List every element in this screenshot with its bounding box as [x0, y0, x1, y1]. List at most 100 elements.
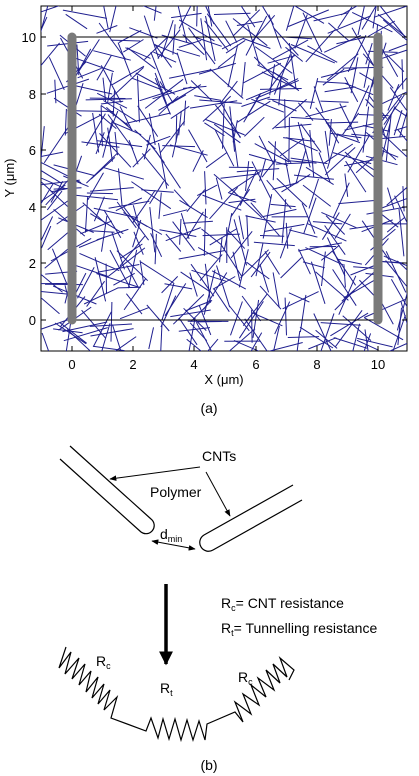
- nanotube: [236, 168, 280, 173]
- nanotube: [170, 105, 190, 120]
- nanotube: [362, 106, 370, 153]
- nanotube: [154, 43, 173, 68]
- nanotube: [300, 123, 322, 153]
- dmin-main: d: [160, 526, 168, 542]
- nanotube: [112, 90, 115, 117]
- nanotube: [119, 106, 133, 132]
- nanotube: [287, 9, 329, 28]
- nanotube: [334, 310, 363, 347]
- nanotube: [81, 309, 106, 339]
- nanotube: [305, 29, 336, 63]
- nanotube: [178, 110, 182, 136]
- nanotube: [41, 318, 70, 330]
- nanotube: [90, 187, 134, 192]
- nanotube: [379, 135, 406, 140]
- nanotube: [253, 241, 295, 247]
- nanotube: [344, 122, 377, 131]
- nanotube: [361, 6, 377, 30]
- legend-rt: Rt= Tunnelling resistance: [221, 620, 377, 638]
- nanotube: [41, 225, 52, 249]
- nanotube: [158, 192, 162, 219]
- nanotube: [357, 337, 393, 348]
- nanotube: [207, 338, 219, 351]
- x-tick-label: 0: [68, 357, 75, 372]
- nanotube: [165, 233, 182, 252]
- nanotube: [281, 173, 311, 193]
- nanotube: [267, 98, 315, 103]
- nanotube: [198, 62, 236, 75]
- polymer-label: Polymer: [150, 484, 202, 500]
- nanotube: [178, 250, 225, 260]
- nanotube: [129, 27, 158, 39]
- nanotube: [280, 257, 303, 279]
- nanotube: [275, 123, 312, 129]
- nanotube: [324, 225, 346, 255]
- nanotube: [356, 339, 379, 351]
- nanotube: [111, 121, 142, 136]
- nanotube: [324, 130, 331, 163]
- nanotube: [90, 328, 134, 337]
- nanotube: [95, 132, 105, 155]
- nanotube: [117, 42, 132, 77]
- nanotube: [111, 324, 122, 351]
- nanotube: [221, 245, 243, 277]
- nanotube: [41, 290, 70, 295]
- nanotube: [309, 77, 319, 109]
- nanotube: [41, 332, 50, 351]
- nanotube: [217, 53, 237, 68]
- nanotube: [245, 215, 276, 223]
- nanotube: [204, 122, 225, 137]
- nanotube: [310, 261, 326, 304]
- nanotube: [139, 260, 145, 286]
- x-tick-label: 10: [371, 357, 385, 372]
- nanotube: [190, 80, 213, 102]
- right-cnt: [199, 484, 303, 552]
- nanotube: [379, 49, 407, 60]
- nanotube: [281, 199, 287, 244]
- nanotube: [264, 223, 305, 232]
- nanotube: [326, 53, 359, 81]
- nanotube: [247, 24, 260, 66]
- rc-right-label: Rc: [238, 669, 253, 687]
- nanotube: [127, 47, 156, 70]
- nanotube: [338, 199, 381, 205]
- nanotube: [113, 272, 135, 286]
- nanotube: [223, 213, 233, 252]
- nanotube: [41, 216, 54, 242]
- nanotube: [225, 39, 246, 54]
- nanotube: [257, 64, 289, 81]
- nanotube: [238, 215, 245, 240]
- nanotube: [321, 212, 340, 240]
- nanotube: [351, 11, 393, 33]
- nanotube: [178, 6, 192, 29]
- nanotube: [204, 263, 212, 303]
- nanotube: [401, 59, 404, 90]
- nanotube: [154, 78, 171, 115]
- nanotube: [77, 39, 100, 73]
- nanotube: [254, 143, 290, 163]
- nanotube: [267, 55, 296, 64]
- nanotube: [365, 42, 373, 65]
- x-tick-label: 2: [129, 357, 136, 372]
- cnts-pointer-right: [205, 471, 231, 517]
- nanotube: [246, 261, 270, 280]
- nanotube: [178, 318, 198, 346]
- nanotube: [328, 119, 332, 146]
- nanotube: [99, 133, 132, 168]
- nanotube: [213, 12, 251, 15]
- nanotube: [228, 328, 256, 351]
- dmin-label: dmin: [160, 526, 182, 544]
- nanotube: [202, 194, 242, 211]
- nanotube: [341, 272, 375, 302]
- nanotube: [320, 244, 340, 261]
- nanotube: [153, 6, 157, 21]
- nanotube: [308, 178, 319, 209]
- nanotube: [110, 39, 141, 42]
- nanotube: [137, 75, 140, 123]
- nanotube: [213, 288, 230, 312]
- x-tick-label: 6: [252, 357, 259, 372]
- nanotube: [344, 76, 359, 103]
- nanotube: [297, 121, 311, 168]
- nanotube: [92, 345, 125, 351]
- nanotube: [332, 251, 357, 286]
